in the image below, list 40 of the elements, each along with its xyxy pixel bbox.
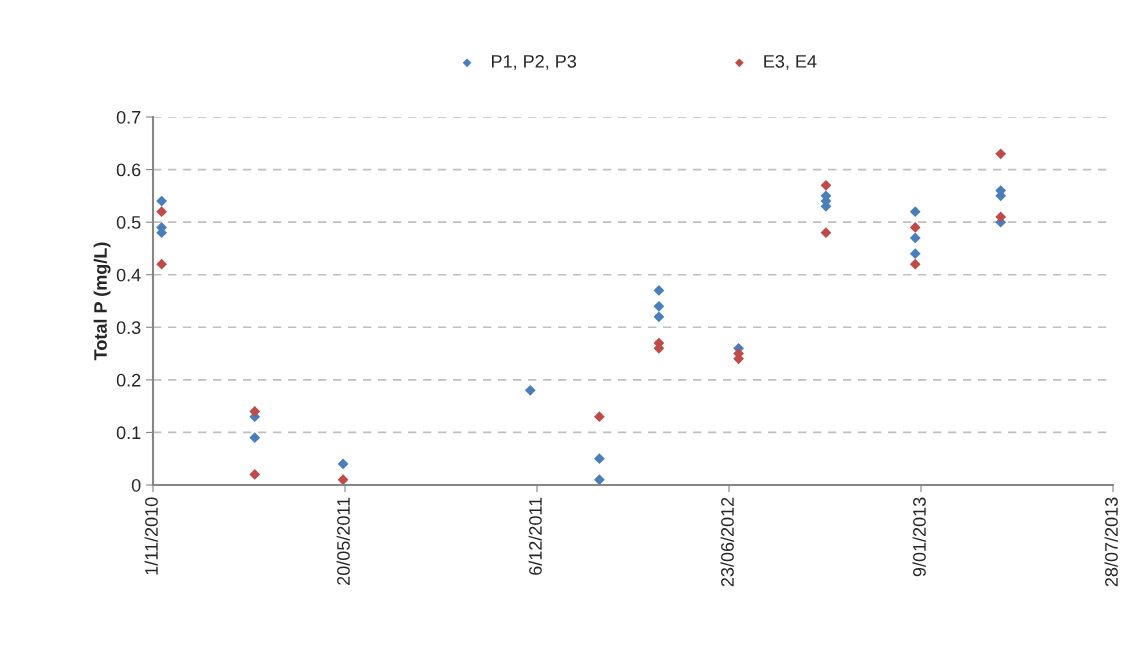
point [653,300,665,312]
point [909,222,921,233]
point [909,248,921,260]
point [909,258,921,270]
point [594,453,605,465]
y-tick-label: 0 [131,478,141,492]
y-tick-label: 0.4 [116,268,141,282]
point [337,474,349,485]
point [995,211,1007,223]
point [594,411,605,423]
x-tick-label: 6/12/2011 [528,497,542,575]
point [249,406,261,417]
y-tick-label: 0.3 [116,321,141,335]
point [156,258,168,270]
y-tick-label: 0.2 [116,373,141,387]
point [524,384,536,396]
point [909,232,921,244]
point [249,432,261,444]
point [249,469,261,480]
x-tick-label: 9/01/2013 [912,497,926,577]
y-tick-label: 0.1 [116,426,141,440]
point [820,179,832,191]
point [995,148,1007,160]
y-axis-title: Total P (mg/L) [93,242,111,361]
point [156,195,168,207]
x-tick-label: 20/05/2011 [336,497,350,585]
y-tick-label: 0.5 [116,216,141,229]
point [909,206,921,218]
x-tick-label: 23/06/2012 [720,497,734,587]
point [156,206,168,218]
point [820,227,832,239]
point [337,458,349,470]
point [653,311,665,323]
x-tick-label: 28/07/2013 [1104,497,1118,587]
legend-label: E3, E4 [764,54,817,70]
x-tick-label: 1/11/2010 [144,497,158,575]
y-tick-label: 0.6 [116,163,141,177]
legend-label: P1, P2, P3 [492,54,577,70]
point [594,474,605,485]
y-tick-label: 0.7 [116,110,141,124]
